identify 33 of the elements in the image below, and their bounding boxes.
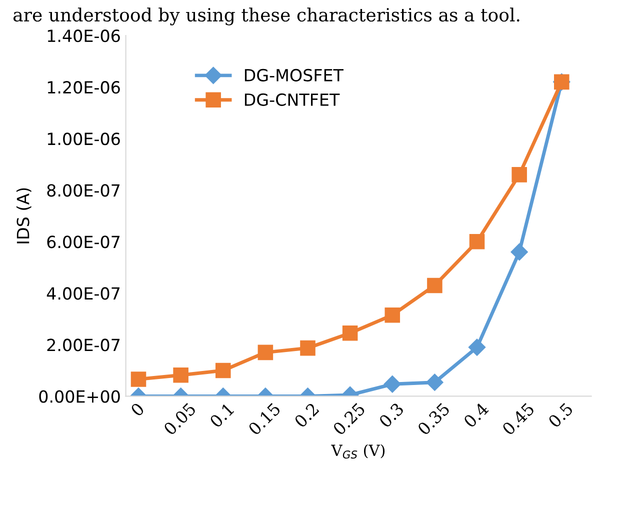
point: [384, 376, 401, 393]
y-tick-label: 6.00E-07: [47, 236, 120, 248]
point: [384, 307, 400, 323]
y-tick-label: 1.20E-06: [48, 81, 120, 94]
x-axis-title: V$_{GS}$ (V): [331, 444, 385, 459]
y-tick-label: 1.40E-06: [48, 30, 120, 42]
y-tick-label: 0.00E+00: [39, 390, 120, 403]
point: [427, 278, 442, 294]
y-tick-label: 2.00E-07: [47, 338, 120, 352]
point: [300, 340, 316, 356]
point: [510, 243, 528, 261]
point: [173, 367, 188, 383]
point: [342, 325, 358, 341]
x-tick-label: 0.3: [378, 402, 404, 428]
point: [512, 167, 527, 182]
x-tick-label: 0.5: [548, 402, 574, 428]
y-axis-title: IDS (A): [16, 188, 32, 244]
y-tick-label: 1.00E-06: [48, 132, 120, 146]
point: [469, 234, 485, 250]
point: [130, 372, 146, 387]
x-tick-label: 0.1: [209, 402, 234, 428]
text: are understood by using these characteristics as a tool.: [13, 8, 520, 26]
legend-label: DG-MOSFET: [244, 68, 344, 82]
y-tick-label: 4.00E-07: [46, 287, 120, 300]
x-tick-label: 0: [130, 402, 145, 417]
point: [468, 338, 486, 356]
point: [215, 362, 231, 378]
x-tick-label: 0.4: [462, 402, 490, 428]
point: [426, 374, 444, 391]
x-tick-label: 0.2: [294, 402, 320, 428]
y-tick-label: 8.00E-07: [47, 184, 120, 197]
legend-label: DG-CNTFET: [244, 93, 340, 106]
point: [258, 344, 274, 360]
